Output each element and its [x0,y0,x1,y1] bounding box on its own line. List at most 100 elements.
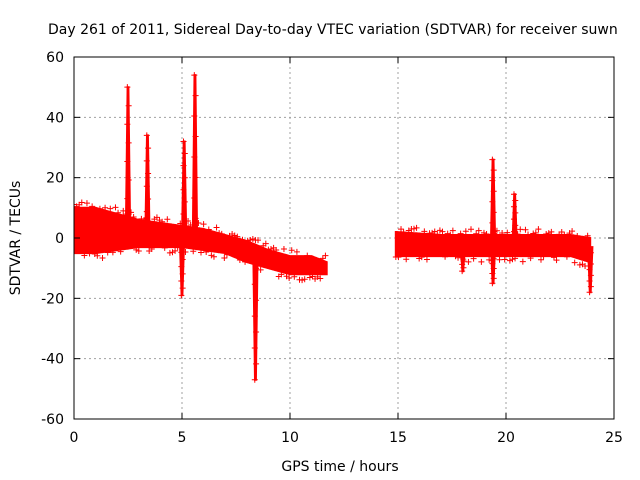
scatter-marker [496,256,503,263]
peak-marker [180,138,187,145]
scatter-marker [506,257,513,264]
scatter-marker [291,273,298,280]
scatter-marker [418,254,425,261]
scatter-marker [405,227,412,234]
scatter-marker [517,226,524,233]
peak-marker [180,186,187,193]
scatter-marker [185,218,192,225]
scatter-marker [537,256,544,263]
dip-marker [178,292,185,299]
scatter-marker [265,246,272,253]
scatter-marker [159,218,166,225]
peak-marker [143,208,150,215]
scatter-marker [112,204,119,211]
scatter-marker [457,230,464,237]
scatter-marker [83,200,90,207]
scatter-marker [447,231,454,238]
dip-marker [490,265,497,272]
scatter-marker [509,256,516,263]
scatter-marker [115,209,122,216]
scatter-marker [231,232,238,239]
x-axis-label: GPS time / hours [281,459,398,475]
scatter-marker [530,230,537,237]
scatter-marker [543,231,550,238]
scatter-marker [460,256,467,263]
scatter-marker [218,230,225,237]
scatter-marker [449,227,456,234]
scatter-marker [195,219,202,226]
peak-marker [180,162,187,169]
scatter-marker [400,229,407,236]
dip-marker [178,235,185,241]
peak-marker [143,157,150,164]
dip-marker [489,250,496,257]
scatter-marker [439,228,446,235]
scatter-marker [488,257,495,264]
y-tick-label: 20 [46,171,64,187]
peak-marker [125,177,132,184]
scatter-marker [550,254,557,261]
scatter-marker [273,246,280,253]
scatter-marker [413,224,420,231]
scatter-marker [288,247,295,254]
scatter-marker [468,226,475,233]
scatter-marker [94,252,101,259]
scatter-marker [234,233,241,240]
peak-marker [124,121,131,128]
scatter-marker [429,229,436,236]
scatter-marker [522,226,529,233]
peak-marker [124,232,131,239]
y-tick-label: -20 [41,291,64,307]
dip-marker [460,264,467,271]
scatter-marker [569,228,576,235]
peak-marker [489,198,496,205]
scatter-marker [301,276,308,283]
scatter-marker [293,248,300,255]
y-tick-label: -60 [41,412,64,428]
y-axis: -60 -40 -20 0 20 40 60 [41,50,614,428]
scatter-marker [179,220,186,227]
scatter-marker [74,201,77,208]
peak-marker [191,235,198,242]
scatter-marker [545,230,552,237]
scatter-marker [322,252,329,259]
scatter-marker [319,255,326,262]
scatter-marker [576,261,583,268]
peak-marker [124,158,131,165]
dip-marker [251,281,258,288]
peak-marker [143,132,150,139]
peak-marker [181,198,188,205]
dip-marker [587,272,594,279]
scatter-marker [247,236,254,243]
scatter-marker [257,266,264,273]
scatter-marker [96,205,103,212]
scatter-marker [421,228,428,235]
peak-marker [192,174,199,181]
y-tick-label: 60 [46,50,64,66]
scatter-marker [444,230,451,237]
scatter-marker [403,256,410,263]
peak-marker [191,194,198,201]
scatter-marker [416,255,423,262]
peak-marker [180,210,187,217]
dip-marker [489,260,496,267]
scatter-marker [574,232,581,239]
peak-marker [191,72,198,79]
scatter-marker [213,224,220,231]
scatter-marker [470,255,477,262]
scatter-marker [192,218,199,225]
scatter-marker [563,253,570,260]
scatter-marker [514,231,521,238]
scatter-marker [491,228,498,235]
scatter-marker [304,252,311,259]
scatter-marker [532,229,539,236]
scatter-marker [210,253,217,260]
scatter-marker [398,226,405,233]
scatter-marker [148,246,155,253]
peak-marker [181,150,188,157]
x-tick-label: 25 [605,430,623,446]
dip-marker [460,244,467,251]
x-tick-label: 10 [281,430,299,446]
scatter-marker [190,248,197,255]
peak-marker [510,241,517,248]
